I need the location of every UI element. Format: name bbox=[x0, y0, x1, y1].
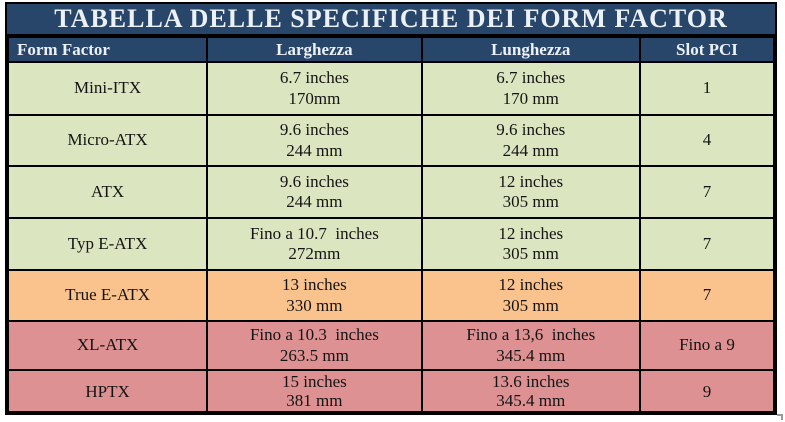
cell-slot-pci: Fino a 9 bbox=[638, 320, 776, 371]
table-row: ATX 9.6 inches 244 mm 12 inches 305 mm 7 bbox=[6, 165, 776, 219]
cell-lunghezza: Fino a 13,6 inches 345.4 mm bbox=[420, 320, 641, 371]
cell-slot-pci: 7 bbox=[638, 165, 776, 219]
cell-form-factor: True E-ATX bbox=[6, 269, 209, 322]
table-row: True E-ATX 13 inches 330 mm 12 inches 30… bbox=[6, 269, 776, 322]
cell-form-factor: HPTX bbox=[6, 368, 209, 414]
cell-larghezza: 13 inches 330 mm bbox=[206, 269, 423, 322]
table-row: Typ E-ATX Fino a 10.7 inches 272mm 12 in… bbox=[6, 217, 776, 271]
cell-larghezza: 9.6 inches 244 mm bbox=[206, 114, 423, 167]
table-row: Micro-ATX 9.6 inches 244 mm 9.6 inches 2… bbox=[6, 114, 776, 167]
table-row: Mini-ITX 6.7 inches 170mm 6.7 inches 170… bbox=[6, 61, 776, 116]
cell-lunghezza: 12 inches 305 mm bbox=[420, 269, 641, 322]
cell-larghezza: Fino a 10.3 inches 263.5 mm bbox=[206, 320, 423, 371]
cell-lunghezza: 6.7 inches 170 mm bbox=[420, 61, 641, 116]
cell-slot-pci: 4 bbox=[638, 114, 776, 167]
cell-form-factor: Mini-ITX bbox=[6, 61, 209, 116]
column-header-larghezza: Larghezza bbox=[206, 36, 423, 63]
cell-larghezza: 15 inches 381 mm bbox=[206, 368, 423, 414]
cell-form-factor: XL-ATX bbox=[6, 320, 209, 371]
form-factor-spec-table: TABELLA DELLE SPECIFICHE DEI FORM FACTOR… bbox=[5, 2, 777, 416]
cell-slot-pci: 7 bbox=[638, 217, 776, 271]
cell-lunghezza: 9.6 inches 244 mm bbox=[420, 114, 641, 167]
cell-lunghezza: 13.6 inches 345.4 mm bbox=[420, 368, 641, 414]
column-header-lunghezza: Lunghezza bbox=[420, 36, 641, 63]
table-body: Mini-ITX 6.7 inches 170mm 6.7 inches 170… bbox=[6, 61, 776, 414]
table-row: HPTX 15 inches 381 mm 13.6 inches 345.4 … bbox=[6, 368, 776, 414]
cell-larghezza: 6.7 inches 170mm bbox=[206, 61, 423, 116]
spec-table: Form Factor Larghezza Lunghezza Slot PCI… bbox=[6, 36, 776, 414]
cell-larghezza: 9.6 inches 244 mm bbox=[206, 165, 423, 219]
cell-larghezza: Fino a 10.7 inches 272mm bbox=[206, 217, 423, 271]
column-header-slot-pci: Slot PCI bbox=[638, 36, 776, 63]
column-header-form-factor: Form Factor bbox=[6, 36, 209, 63]
cell-form-factor: Typ E-ATX bbox=[6, 217, 209, 271]
cell-slot-pci: 9 bbox=[638, 368, 776, 414]
table-row: XL-ATX Fino a 10.3 inches 263.5 mm Fino … bbox=[6, 320, 776, 371]
cell-form-factor: ATX bbox=[6, 165, 209, 219]
table-title: TABELLA DELLE SPECIFICHE DEI FORM FACTOR bbox=[7, 4, 775, 36]
cell-lunghezza: 12 inches 305 mm bbox=[420, 165, 641, 219]
cell-slot-pci: 7 bbox=[638, 269, 776, 322]
table-resize-handle-mark bbox=[777, 414, 783, 420]
cell-lunghezza: 12 inches 305 mm bbox=[420, 217, 641, 271]
cell-slot-pci: 1 bbox=[638, 61, 776, 116]
header-row: Form Factor Larghezza Lunghezza Slot PCI bbox=[6, 36, 776, 63]
cell-form-factor: Micro-ATX bbox=[6, 114, 209, 167]
